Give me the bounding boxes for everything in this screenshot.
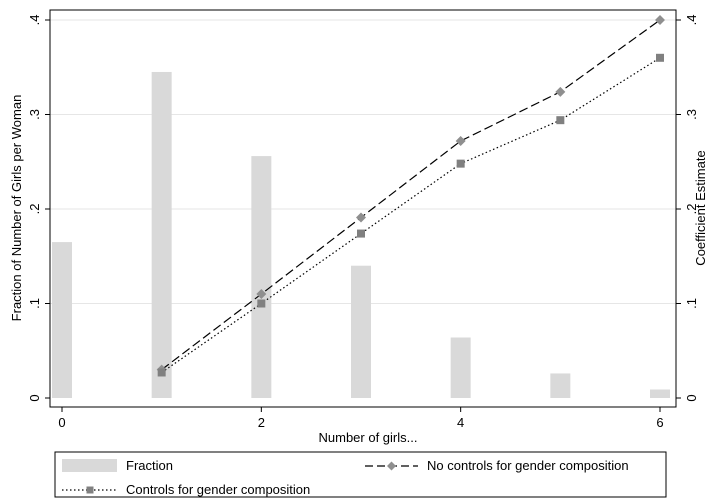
left-tick-label: .2	[27, 204, 42, 215]
right-tick-label: .2	[684, 204, 699, 215]
x-axis-title: Number of girls...	[319, 430, 418, 445]
legend-marker-diamond-icon	[387, 461, 396, 471]
legend-label-fraction: Fraction	[126, 458, 173, 473]
legend-swatch-fraction	[62, 459, 117, 472]
bar	[251, 156, 272, 398]
square-marker	[257, 299, 266, 308]
lines	[156, 15, 665, 377]
right-tick-label: .1	[684, 298, 699, 309]
square-marker	[656, 53, 664, 62]
square-marker	[456, 159, 465, 168]
series-line-square	[161, 57, 661, 373]
bar	[550, 373, 571, 398]
right-tick-label: .4	[684, 15, 699, 26]
square-marker	[357, 229, 365, 238]
diamond-marker	[256, 289, 267, 300]
right-tick-label: .3	[684, 109, 699, 120]
left-tick-label: .3	[27, 109, 42, 120]
legend-label-controls: Controls for gender composition	[126, 482, 310, 497]
left-tick-label: .4	[27, 15, 42, 26]
series-line-diamond	[161, 19, 661, 371]
x-tick-label: 0	[58, 415, 65, 430]
left-tick-label: 0	[27, 394, 42, 401]
left-tick-label: .1	[27, 298, 42, 309]
right-axis-title: Coefficient Estimate	[693, 150, 706, 265]
axes: 0 .1 .2 .3 .4 0 .1 .2 .3 .4 0 2 4 6	[27, 9, 699, 430]
bar	[650, 389, 670, 398]
legend-marker-square-icon	[86, 486, 94, 494]
x-tick-label: 4	[457, 415, 464, 430]
right-tick-label: 0	[684, 394, 699, 401]
bar	[151, 71, 172, 398]
square-marker	[157, 368, 166, 377]
bar	[351, 265, 371, 398]
diamond-marker	[555, 86, 566, 97]
diamond-marker	[356, 212, 366, 223]
legend: Fraction No controls for gender composit…	[54, 451, 667, 498]
diamond-marker	[655, 15, 665, 25]
x-tick-label: 2	[258, 415, 265, 430]
legend-box	[54, 451, 667, 498]
diamond-marker	[455, 135, 466, 146]
left-axis-title: Fraction of Number of Girls per Woman	[9, 95, 24, 322]
legend-label-no-controls: No controls for gender composition	[427, 458, 629, 473]
bar	[52, 242, 72, 398]
bars	[52, 71, 670, 398]
bar	[450, 337, 471, 398]
x-tick-label: 6	[656, 415, 663, 430]
square-marker	[556, 116, 565, 125]
